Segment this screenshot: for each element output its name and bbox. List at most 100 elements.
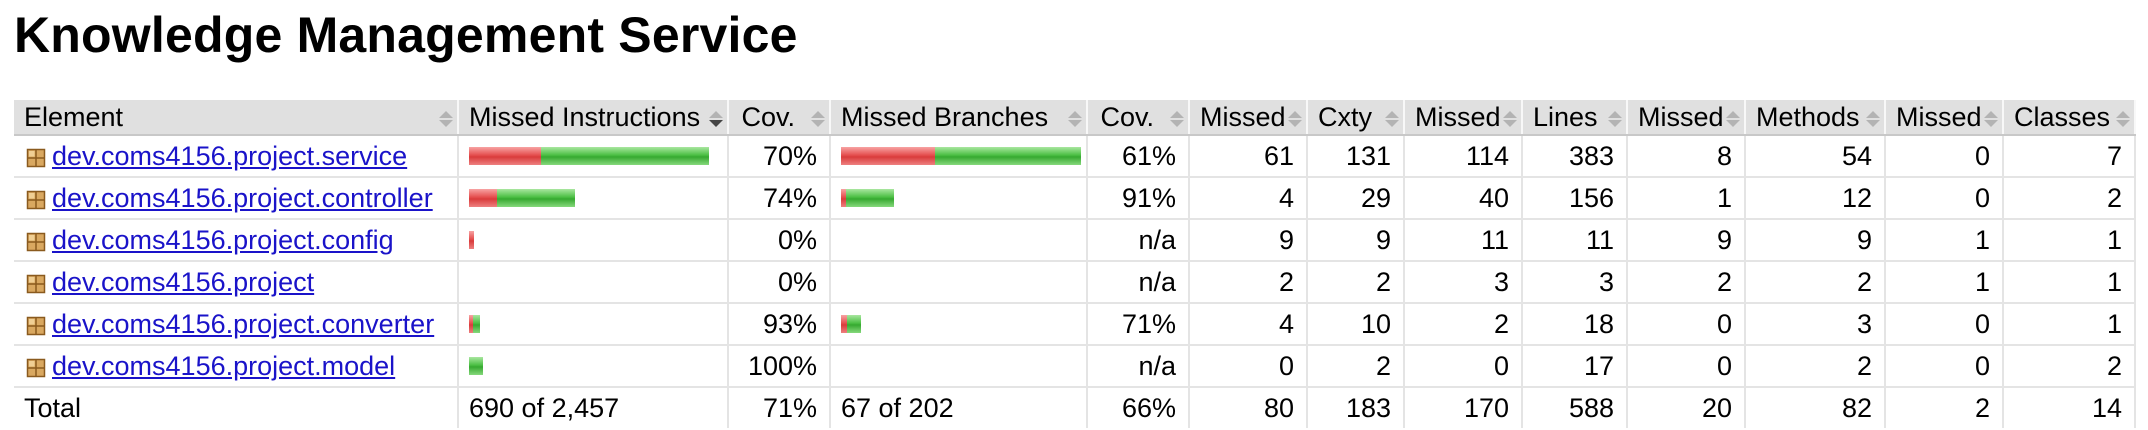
lines: 156: [1522, 177, 1628, 220]
total-branches: 67 of 202: [830, 387, 1088, 428]
missed-bar-segment: [469, 231, 474, 249]
missed-instructions-cell: [458, 261, 729, 304]
page-title: Knowledge Management Service: [14, 7, 798, 63]
branches-coverage: 91%: [1087, 177, 1190, 220]
sort-arrows-icon: [439, 111, 453, 127]
total-methods: 82: [1745, 387, 1886, 428]
header-classes[interactable]: Classes: [2003, 100, 2136, 136]
missed-complexity: 0: [1189, 345, 1308, 388]
missed-complexity: 61: [1189, 135, 1308, 178]
header-complexity[interactable]: Cxty: [1307, 100, 1405, 136]
sort-arrows-icon: [1503, 111, 1517, 127]
package-cell: dev.coms4156.project.model: [14, 345, 459, 388]
covered-bar-segment: [541, 147, 709, 165]
instructions-coverage-bar: [469, 315, 715, 333]
package-cell: dev.coms4156.project.config: [14, 219, 459, 262]
header-missed-instructions[interactable]: Missed Instructions: [458, 100, 729, 136]
covered-bar-segment: [847, 315, 861, 333]
missed-instructions-cell: [458, 177, 729, 220]
package-icon: [26, 354, 46, 377]
covered-bar-segment: [497, 189, 575, 207]
missed-instructions-cell: [458, 345, 729, 388]
instructions-coverage-bar: [469, 357, 715, 375]
missed-classes: 1: [1885, 261, 2004, 304]
header-instructions-coverage[interactable]: Cov.: [728, 100, 831, 136]
header-missed-complexity[interactable]: Missed: [1189, 100, 1308, 136]
classes: 2: [2003, 177, 2136, 220]
classes: 1: [2003, 219, 2136, 262]
table-row: dev.coms4156.project.converter 93% 71% 4 10 2…: [14, 303, 2136, 346]
missed-classes: 0: [1885, 135, 2004, 178]
classes: 1: [2003, 303, 2136, 346]
package-cell: dev.coms4156.project.service: [14, 135, 459, 178]
sort-descending-icon: [709, 111, 723, 127]
header-element[interactable]: Element: [14, 100, 459, 136]
methods: 3: [1745, 303, 1886, 346]
package-link[interactable]: dev.coms4156.project.converter: [52, 308, 435, 339]
missed-complexity: 9: [1189, 219, 1308, 262]
lines: 18: [1522, 303, 1628, 346]
instructions-coverage: 0%: [728, 219, 831, 262]
table-row: dev.coms4156.project.model 100% n/a 0 2 0 17 0 2…: [14, 345, 2136, 388]
sort-arrows-icon: [1170, 111, 1184, 127]
package-rows: dev.coms4156.project.service 70% 61% 61 131 1…: [14, 135, 2136, 388]
missed-classes: 0: [1885, 345, 2004, 388]
table-row: dev.coms4156.project 0% n/a 2 2 3 3 2 2 1 1: [14, 261, 2136, 304]
missed-bar-segment: [469, 315, 473, 333]
methods: 2: [1745, 261, 1886, 304]
branches-coverage: 61%: [1087, 135, 1190, 178]
missed-bar-segment: [841, 147, 935, 165]
instructions-coverage-bar: [469, 273, 715, 291]
instructions-coverage: 70%: [728, 135, 831, 178]
missed-bar-segment: [469, 189, 497, 207]
package-link[interactable]: dev.coms4156.project: [52, 266, 315, 297]
header-missed-classes[interactable]: Missed: [1885, 100, 2004, 136]
branches-coverage: n/a: [1087, 261, 1190, 304]
package-icon: [26, 270, 46, 293]
missed-classes: 1: [1885, 219, 2004, 262]
complexity: 2: [1307, 345, 1405, 388]
header-lines[interactable]: Lines: [1522, 100, 1628, 136]
branches-coverage: n/a: [1087, 219, 1190, 262]
missed-classes: 0: [1885, 177, 2004, 220]
missed-bar-segment: [841, 189, 846, 207]
complexity: 10: [1307, 303, 1405, 346]
package-link[interactable]: dev.coms4156.project.service: [52, 140, 408, 171]
header-missed-methods[interactable]: Missed: [1627, 100, 1746, 136]
lines: 3: [1522, 261, 1628, 304]
missed-methods: 2: [1627, 261, 1746, 304]
sort-arrows-icon: [1984, 111, 1998, 127]
total-missed-classes: 2: [1885, 387, 2004, 428]
header-missed-branches[interactable]: Missed Branches: [830, 100, 1088, 136]
complexity: 29: [1307, 177, 1405, 220]
covered-bar-segment: [846, 189, 894, 207]
missed-branches-cell: [830, 345, 1088, 388]
missed-lines: 2: [1404, 303, 1523, 346]
missed-complexity: 2: [1189, 261, 1308, 304]
lines: 383: [1522, 135, 1628, 178]
missed-branches-cell: [830, 303, 1088, 346]
package-icon: [26, 186, 46, 209]
header-branches-coverage[interactable]: Cov.: [1087, 100, 1190, 136]
total-instructions-coverage: 71%: [728, 387, 831, 428]
package-link[interactable]: dev.coms4156.project.model: [52, 350, 396, 381]
branches-coverage-bar: [841, 231, 1074, 249]
sort-arrows-icon: [2116, 111, 2130, 127]
missed-instructions-cell: [458, 303, 729, 346]
methods: 54: [1745, 135, 1886, 178]
missed-methods: 0: [1627, 345, 1746, 388]
missed-complexity: 4: [1189, 303, 1308, 346]
sort-arrows-icon: [1866, 111, 1880, 127]
missed-methods: 8: [1627, 135, 1746, 178]
package-link[interactable]: dev.coms4156.project.config: [52, 224, 394, 255]
header-missed-lines[interactable]: Missed: [1404, 100, 1523, 136]
missed-lines: 114: [1404, 135, 1523, 178]
total-lines: 588: [1522, 387, 1628, 428]
methods: 9: [1745, 219, 1886, 262]
complexity: 9: [1307, 219, 1405, 262]
methods: 2: [1745, 345, 1886, 388]
package-icon: [26, 228, 46, 251]
missed-lines: 11: [1404, 219, 1523, 262]
package-link[interactable]: dev.coms4156.project.controller: [52, 182, 433, 213]
header-methods[interactable]: Methods: [1745, 100, 1886, 136]
